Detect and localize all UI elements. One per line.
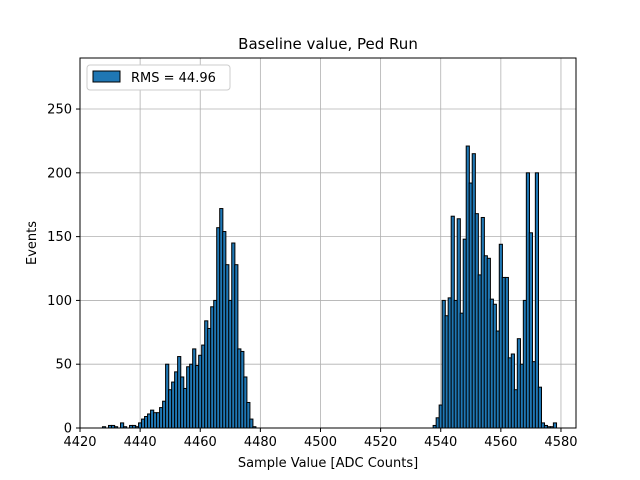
plot-frame <box>79 57 577 429</box>
x-tick-label: 4580 <box>544 435 577 450</box>
y-tick-label: 100 <box>47 294 72 309</box>
x-tick-label: 4480 <box>244 435 277 450</box>
y-tick-label: 0 <box>64 422 72 437</box>
x-tick-label: 4520 <box>364 435 397 450</box>
y-axis-label: Events <box>25 221 40 265</box>
x-axis-ticks: 4420 4440 4460 4480 4500 4520 4540 4560 4580 <box>63 428 578 450</box>
legend-label: RMS = 44.96 <box>131 71 216 86</box>
y-tick-label: 150 <box>47 230 72 245</box>
x-tick-label: 4420 <box>63 435 96 450</box>
x-tick-label: 4540 <box>424 435 457 450</box>
chart-title: Baseline value, Ped Run <box>238 35 418 53</box>
legend-box <box>86 64 231 91</box>
histogram-bar <box>552 422 558 429</box>
x-tick-label: 4560 <box>484 435 517 450</box>
y-axis-ticks: 0 50 100 150 200 250 <box>47 103 80 437</box>
x-axis-label: Sample Value [ADC Counts] <box>238 456 418 471</box>
x-tick-label: 4440 <box>124 435 157 450</box>
y-tick-label: 50 <box>55 358 72 373</box>
histogram-bar <box>537 386 543 429</box>
x-tick-label: 4460 <box>184 435 217 450</box>
y-tick-label: 250 <box>47 103 72 118</box>
x-tick-label: 4500 <box>304 435 337 450</box>
y-tick-label: 200 <box>47 166 72 181</box>
legend: RMS = 44.96 <box>86 64 231 91</box>
legend-swatch <box>92 70 121 83</box>
